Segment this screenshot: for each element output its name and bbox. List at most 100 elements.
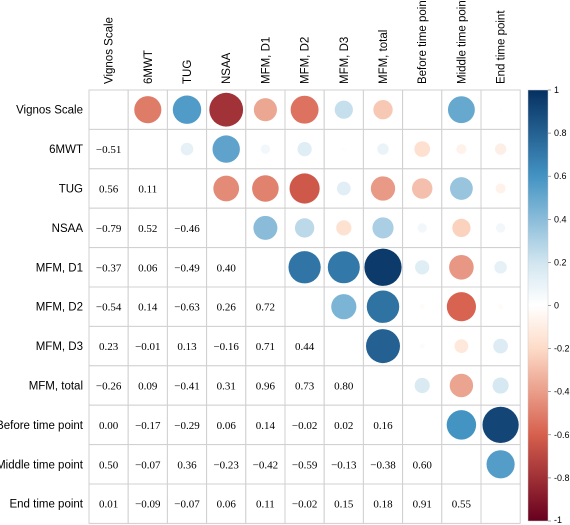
- corr-circle-mfm-total-vs-end-time-point: [492, 377, 509, 394]
- corr-circle-mfm-d1-vs-middle-time-point: [449, 254, 474, 280]
- corr-circle-mfm-d1-vs-end-time-point: [494, 260, 507, 274]
- corr-circle-6mwt-vs-mfm-d1: [260, 144, 271, 154]
- corr-value-mfm-d1-vs-vignos-scale: −0.37: [96, 262, 122, 274]
- corr-value-mfm-d3-vs-nsaa: −0.16: [213, 341, 239, 353]
- col-label-middle-time-point: Middle time point: [456, 0, 468, 84]
- grid-cell-7-1: [127, 365, 168, 406]
- corr-circle-mfm-d1-vs-mfm-d3: [327, 251, 360, 284]
- corr-value-end-time-point-vs-mfm-d3: 0.15: [334, 499, 354, 511]
- grid-cell-5-5: [284, 286, 325, 327]
- corr-value-end-time-point-vs-middle-time-point: 0.55: [452, 499, 472, 511]
- corr-circle-tug-vs-mfm-d3: [336, 181, 351, 196]
- corr-circle-nsaa-vs-mfm-d3: [336, 220, 352, 236]
- col-label-mfm-d2: MFM, D2: [300, 37, 312, 84]
- corr-value-mfm-d3-vs-vignos-scale: 0.23: [99, 341, 119, 353]
- grid-cell-4-2: [166, 247, 208, 288]
- corr-value-middle-time-point-vs-mfm-total: −0.38: [370, 459, 396, 471]
- grid-cell-10-8: [402, 483, 443, 524]
- corr-value-mfm-total-vs-nsaa: 0.31: [217, 381, 236, 393]
- corr-circle-middle-time-point-vs-end-time-point: [486, 450, 515, 479]
- grid-cell-7-7: [362, 365, 404, 406]
- grid-cell-9-7: [362, 444, 404, 485]
- col-label-end-time-point: End time point: [496, 10, 508, 84]
- colorbar-tick-label: 0: [554, 301, 559, 311]
- grid-cell-9-8: [402, 444, 443, 485]
- grid-cell-3-3: [206, 207, 247, 249]
- corr-circle-mfm-total-vs-before-time-point: [414, 377, 430, 394]
- grid-cell-1-10: [480, 128, 521, 170]
- corr-value-mfm-d3-vs-mfm-d1: 0.71: [256, 341, 275, 353]
- corr-value-6mwt-vs-vignos-scale: −0.51: [96, 144, 121, 156]
- colorbar-tick-label: 0.2: [554, 257, 567, 267]
- corr-value-before-time-point-vs-vignos-scale: 0.00: [99, 420, 119, 432]
- corr-circle-mfm-d3-vs-mfm-total: [366, 329, 400, 364]
- corr-circle-vignos-scale-vs-6mwt: [134, 96, 162, 124]
- corr-circle-6mwt-vs-tug: [180, 142, 194, 156]
- corr-circle-mfm-d1-vs-mfm-total: [364, 248, 402, 286]
- corr-circle-vignos-scale-vs-mfm-d1: [253, 98, 277, 122]
- corr-circle-6mwt-vs-nsaa: [212, 135, 240, 163]
- grid-cell-10-1: [127, 483, 168, 524]
- grid-cell-7-5: [284, 365, 325, 406]
- corr-value-mfm-d3-vs-6mwt: −0.01: [135, 341, 160, 353]
- corr-value-middle-time-point-vs-6mwt: −0.07: [135, 459, 161, 471]
- corr-value-mfm-total-vs-vignos-scale: −0.26: [96, 381, 122, 393]
- colorbar-tick-label: -1: [554, 515, 562, 525]
- corr-value-middle-time-point-vs-before-time-point: 0.60: [413, 459, 433, 471]
- corr-circle-mfm-d2-vs-before-time-point: [419, 304, 425, 310]
- grid-cell-7-4: [245, 365, 286, 406]
- corr-value-mfm-total-vs-mfm-d2: 0.73: [295, 381, 315, 393]
- corr-circle-6mwt-vs-mfm-total: [377, 143, 389, 155]
- colorbar-tick-label: -0.6: [554, 430, 570, 440]
- corr-circle-tug-vs-nsaa: [213, 175, 240, 202]
- corr-value-before-time-point-vs-mfm-d2: −0.02: [292, 420, 317, 432]
- corr-circle-vignos-scale-vs-mfm-d3: [334, 100, 353, 119]
- corr-circle-before-time-point-vs-middle-time-point: [446, 410, 477, 440]
- grid-cell-6-2: [166, 325, 208, 367]
- grid-cell-10-5: [284, 483, 325, 524]
- corr-circle-tug-vs-mfm-total: [370, 176, 396, 201]
- grid-cell-6-0: [88, 325, 129, 367]
- corr-value-tug-vs-vignos-scale: 0.56: [99, 184, 119, 196]
- corr-value-mfm-d2-vs-6mwt: 0.14: [138, 302, 158, 314]
- corr-value-mfm-d2-vs-nsaa: 0.26: [217, 302, 237, 314]
- corr-circle-nsaa-vs-mfm-d2: [294, 218, 315, 238]
- colorbar-tick-label: -0.4: [554, 387, 570, 397]
- corr-circle-mfm-d2-vs-middle-time-point: [446, 292, 476, 322]
- colorbar-tick-label: 0.8: [554, 128, 567, 138]
- colorbar-tick-label: 0.6: [554, 171, 567, 181]
- corr-circle-vignos-scale-vs-mfm-d2: [290, 95, 319, 124]
- corr-circle-6mwt-vs-middle-time-point: [456, 144, 467, 155]
- corr-circle-mfm-d1-vs-before-time-point: [415, 260, 430, 275]
- row-label-mfm-d1: MFM, D1: [36, 262, 83, 274]
- corr-circle-nsaa-vs-mfm-total: [372, 217, 394, 239]
- corr-value-mfm-d2-vs-tug: −0.63: [174, 302, 200, 314]
- grid-cell-10-0: [88, 483, 129, 524]
- corr-circle-nsaa-vs-mfm-d1: [253, 215, 278, 240]
- colorbar-tick-label: -0.2: [554, 344, 570, 354]
- colorbar-tick-label: -0.8: [554, 473, 570, 483]
- grid-cell-0-8: [402, 89, 443, 130]
- col-label-nsaa: NSAA: [221, 52, 233, 84]
- row-label-before-time-point: Before time point: [0, 420, 84, 432]
- grid-cell-9-4: [245, 444, 286, 485]
- corr-value-mfm-d1-vs-nsaa: 0.40: [217, 262, 237, 274]
- grid-cell-4-1: [127, 247, 168, 288]
- corr-circle-6mwt-vs-before-time-point: [414, 141, 431, 157]
- row-label-middle-time-point: Middle time point: [0, 459, 84, 471]
- corr-value-middle-time-point-vs-mfm-d3: −0.13: [331, 459, 357, 471]
- corr-value-tug-vs-6mwt: 0.11: [138, 184, 157, 196]
- grid-cell-7-0: [88, 365, 129, 406]
- grid-cell-2-2: [166, 168, 208, 209]
- grid-cell-10-10: [480, 483, 521, 524]
- colorbar-tick-label: 1: [554, 85, 559, 95]
- grid-cell-6-1: [127, 325, 168, 367]
- corr-circle-nsaa-vs-middle-time-point: [452, 218, 471, 238]
- matrix-marks: −0.51 0.56 0.11 −0.79 0.52 −0.46 −0.37 0.06 −0.4…: [96, 92, 519, 511]
- corr-value-nsaa-vs-vignos-scale: −0.79: [96, 223, 122, 235]
- corr-circle-vignos-scale-vs-mfm-total: [373, 100, 393, 120]
- grid-cell-2-0: [88, 168, 129, 209]
- corr-circle-tug-vs-end-time-point: [495, 183, 506, 194]
- corr-value-end-time-point-vs-mfm-d1: 0.11: [256, 499, 275, 511]
